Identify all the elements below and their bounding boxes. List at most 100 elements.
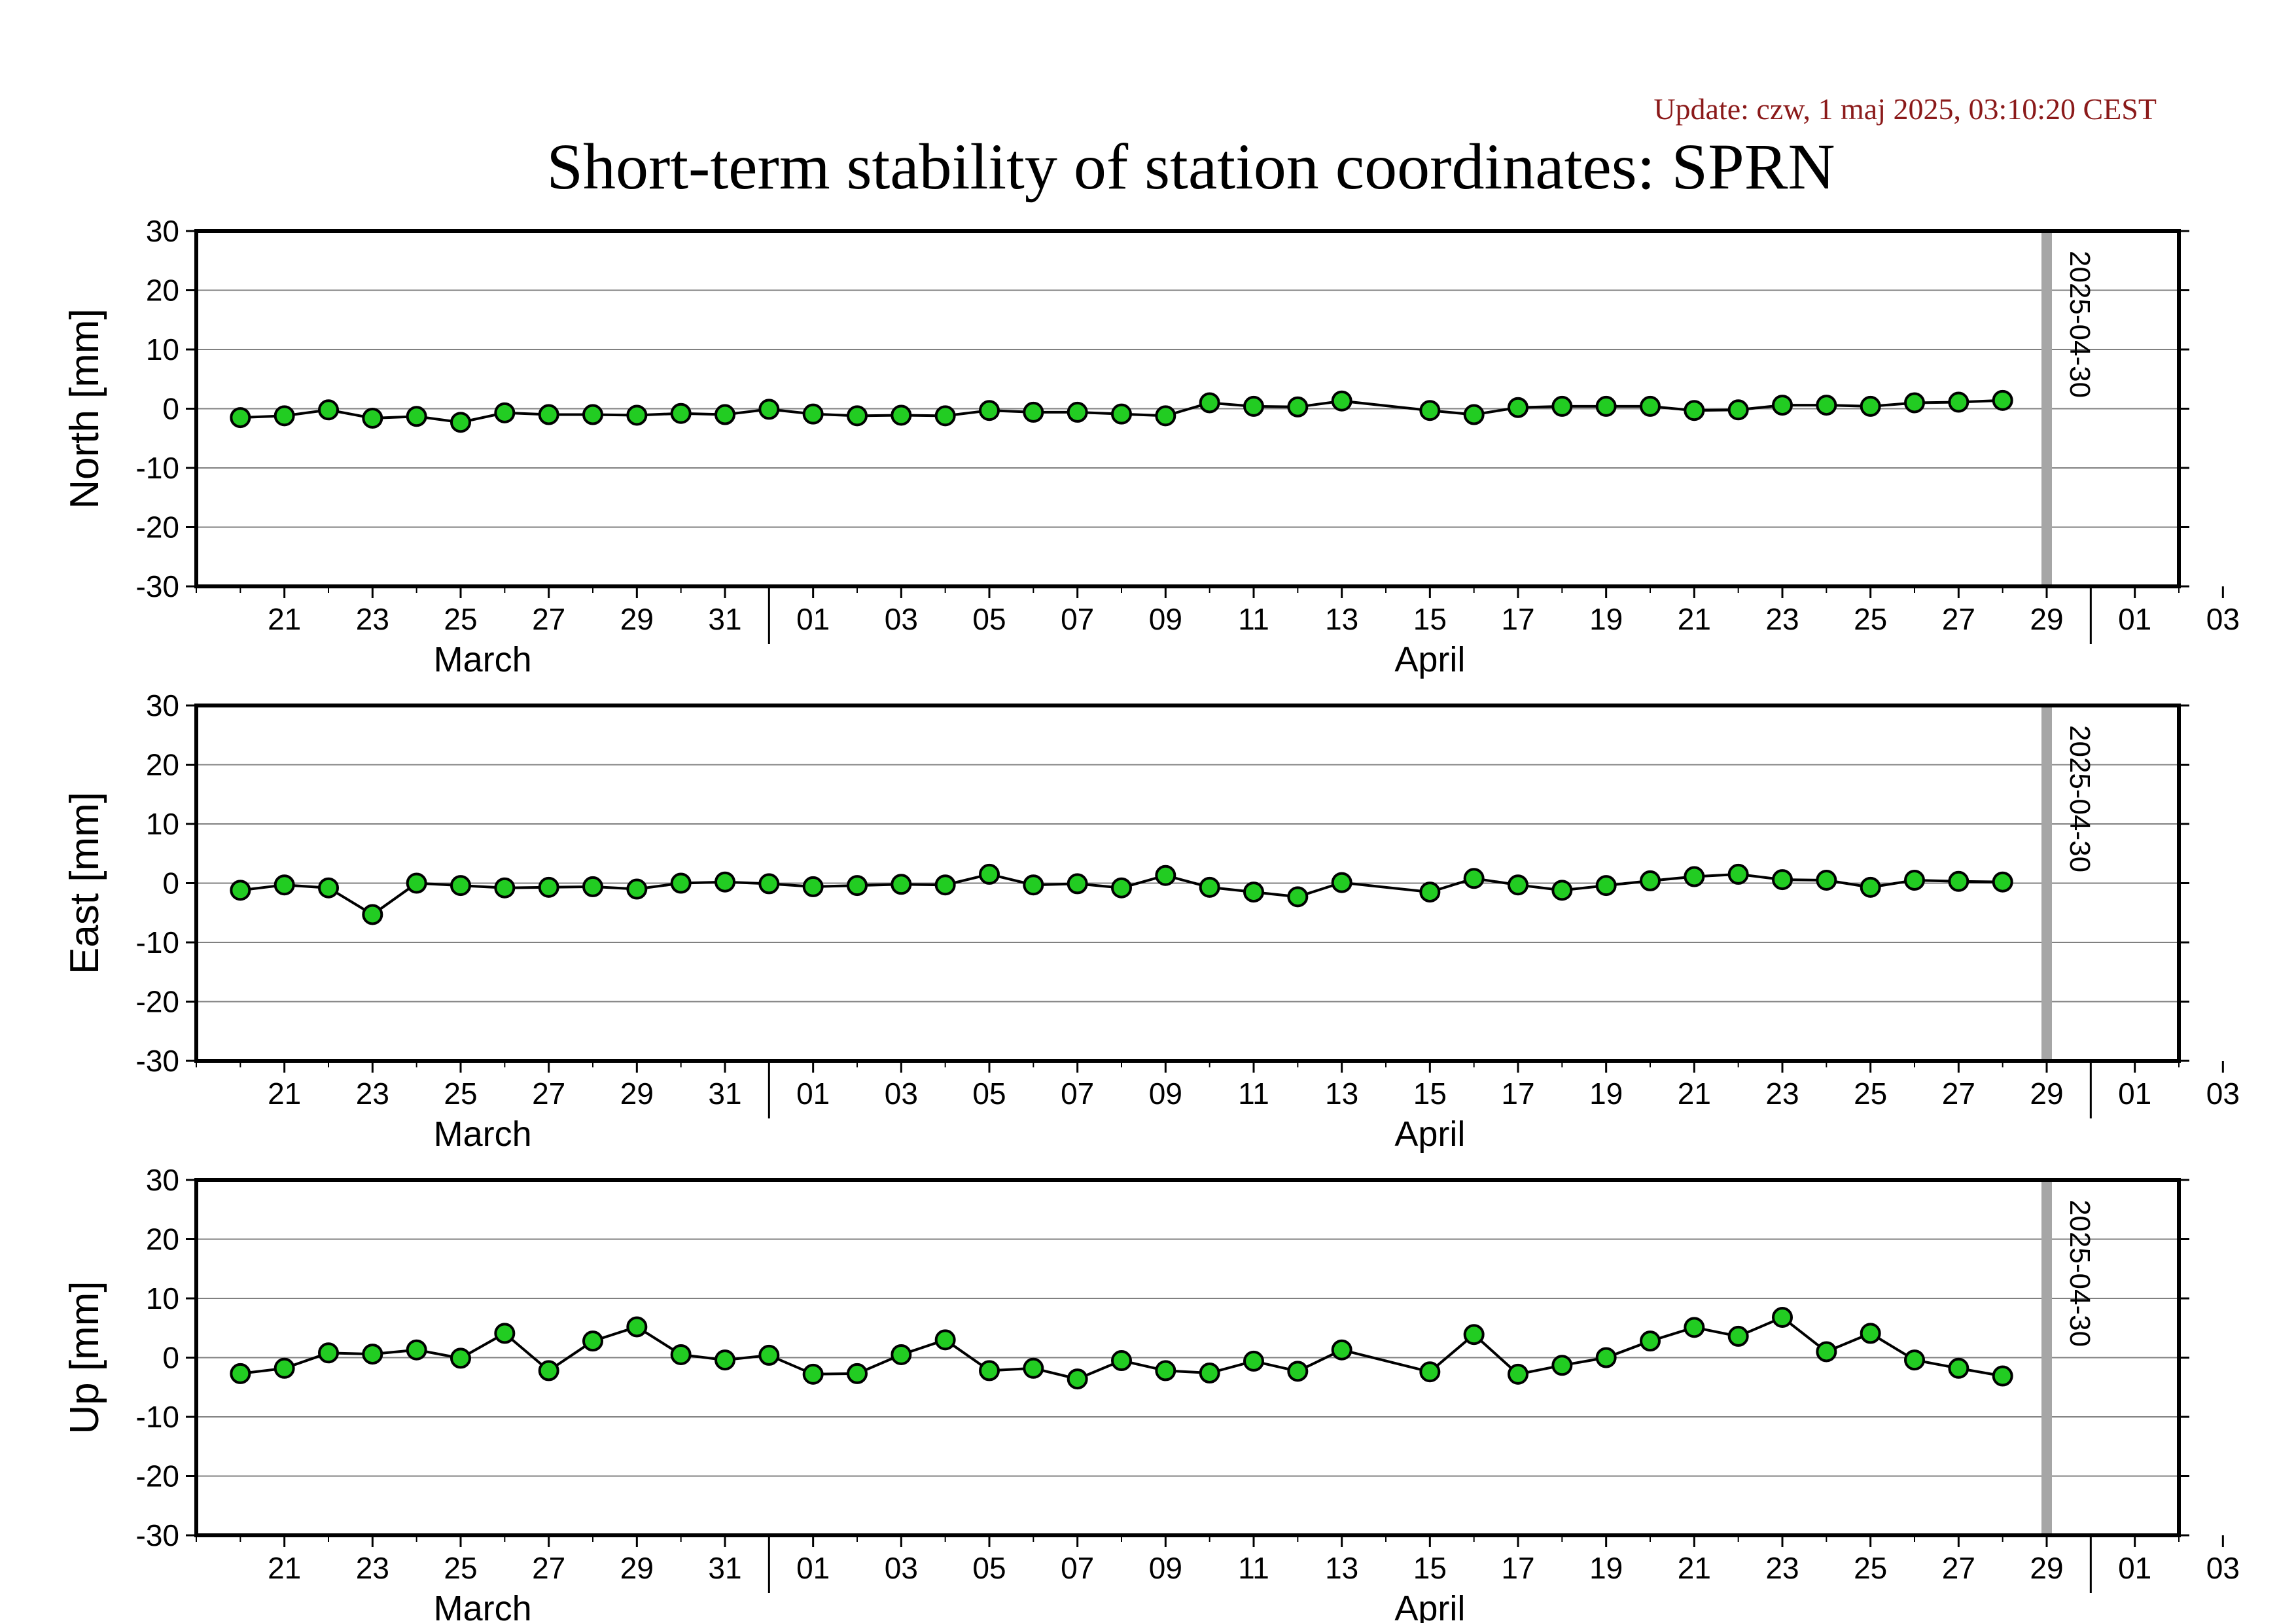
y-tick-label: 10 xyxy=(146,807,179,841)
data-point xyxy=(802,403,824,425)
current-day-bar xyxy=(2041,1180,2052,1535)
x-tick-label: 21 xyxy=(268,602,301,636)
data-point xyxy=(582,876,603,897)
x-tick-label: 23 xyxy=(1765,602,1799,636)
x-tick-label: 27 xyxy=(1942,602,1975,636)
data-point xyxy=(1287,886,1309,908)
data-point xyxy=(538,876,559,898)
data-point xyxy=(1684,866,1705,887)
data-point xyxy=(1023,401,1044,423)
x-tick-label: 29 xyxy=(620,602,654,636)
data-point xyxy=(934,874,956,896)
x-tick-label: 05 xyxy=(972,602,1006,636)
data-point xyxy=(934,1329,956,1351)
data-point xyxy=(1463,404,1485,425)
data-point xyxy=(274,874,295,896)
x-tick-label: 23 xyxy=(1765,1077,1799,1111)
x-tick-label: 23 xyxy=(356,602,389,636)
y-tick-label: 30 xyxy=(146,688,179,722)
y-axis-label: East [mm] xyxy=(62,792,107,974)
x-tick-label: 27 xyxy=(1942,1077,1975,1111)
data-point xyxy=(979,1360,1000,1382)
month-label: April xyxy=(1394,1589,1465,1623)
data-point xyxy=(1772,395,1793,416)
x-tick-label: 29 xyxy=(2030,1551,2063,1585)
series-line xyxy=(240,872,2003,916)
data-point xyxy=(1199,1363,1220,1384)
x-tick-label: 23 xyxy=(1765,1551,1799,1585)
panel-east: 2025-04-30 30 20 10 0 -10 -20 -30 East [mm] 21 23 2… xyxy=(62,688,2240,1154)
y-tick-label: -30 xyxy=(136,1518,179,1552)
x-tick-label: 13 xyxy=(1325,1551,1358,1585)
data-point xyxy=(362,904,383,925)
data-point xyxy=(626,878,648,900)
data-point xyxy=(802,876,824,897)
data-point xyxy=(582,1330,603,1352)
y-tick-label: 20 xyxy=(146,748,179,782)
y-tick-label: -10 xyxy=(136,1400,179,1434)
y-tick-label: 0 xyxy=(162,1341,179,1375)
data-point xyxy=(450,875,471,897)
data-point xyxy=(1508,397,1528,418)
series-line xyxy=(240,1315,2004,1381)
data-point xyxy=(847,875,868,897)
data-point xyxy=(1992,871,2013,893)
x-tick-label: 27 xyxy=(532,1077,565,1111)
data-point xyxy=(494,1323,516,1344)
data-point xyxy=(758,873,780,895)
data-point xyxy=(1067,1368,1088,1390)
data-point xyxy=(318,877,339,899)
y-tick-label: -20 xyxy=(136,510,179,544)
x-tick-label: 15 xyxy=(1413,1551,1447,1585)
x-tick-label: 01 xyxy=(2118,1077,2151,1111)
data-point xyxy=(1067,873,1088,895)
data-point xyxy=(1727,1325,1749,1347)
current-day-label: 2025-04-30 xyxy=(2064,251,2096,398)
month-label: March xyxy=(434,1115,532,1154)
data-point xyxy=(230,1363,251,1384)
x-tick-label: 03 xyxy=(885,602,918,636)
data-point xyxy=(1640,870,1661,891)
y-tick-label: -20 xyxy=(136,985,179,1019)
data-point xyxy=(1419,400,1441,421)
month-label: April xyxy=(1394,1115,1465,1154)
data-point xyxy=(1243,395,1264,417)
y-tick-label: -10 xyxy=(136,925,179,959)
data-point xyxy=(1023,1357,1044,1379)
data-point xyxy=(1331,872,1352,893)
data-point xyxy=(450,412,471,433)
data-point xyxy=(406,872,427,894)
data-point xyxy=(670,402,692,424)
x-tick-label: 07 xyxy=(1061,1077,1094,1111)
panels: 2025-04-30 30 20 10 0 -10 -20 -30 North [mm] 21 23… xyxy=(62,214,2240,1623)
data-point xyxy=(318,1342,339,1364)
x-tick-label: 21 xyxy=(268,1077,301,1111)
x-tick-label: 15 xyxy=(1413,1077,1447,1111)
data-point xyxy=(1508,874,1528,896)
data-point xyxy=(1199,876,1220,898)
x-tick-label: 29 xyxy=(2030,1077,2063,1111)
x-tick-label: 19 xyxy=(1589,1551,1623,1585)
y-tick-label: -30 xyxy=(136,569,179,603)
data-point xyxy=(1904,1349,1925,1371)
data-point xyxy=(1331,1339,1352,1361)
x-tick-label: 23 xyxy=(356,1551,389,1585)
data-point xyxy=(582,404,603,425)
x-tick-label: 01 xyxy=(2118,1551,2151,1585)
data-point xyxy=(1860,395,1881,417)
data-point xyxy=(362,1344,383,1365)
data-point xyxy=(1155,405,1176,427)
data-point xyxy=(1595,395,1617,417)
data-point xyxy=(538,404,559,425)
data-point xyxy=(891,874,912,895)
panel-up: 2025-04-30 30 20 10 0 -10 -20 -30 Up [mm] 21 23 25 2… xyxy=(62,1163,2240,1623)
x-tick-label: 09 xyxy=(1149,1551,1182,1585)
data-point xyxy=(1727,863,1749,885)
data-point xyxy=(1727,399,1749,421)
x-tick-label: 09 xyxy=(1149,1077,1182,1111)
data-point xyxy=(1551,1355,1573,1376)
data-point xyxy=(1684,1317,1705,1338)
data-point xyxy=(1111,877,1132,899)
x-tick-label: 11 xyxy=(1238,602,1269,636)
data-point xyxy=(362,407,383,429)
